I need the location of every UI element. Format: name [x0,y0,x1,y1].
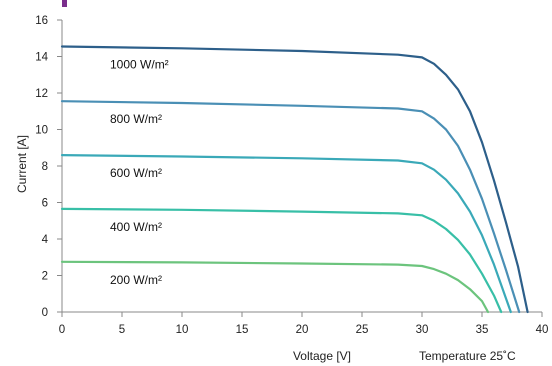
x-tick-label: 5 [119,324,125,336]
y-tick-label: 10 [35,125,48,137]
x-tick-label: 15 [236,324,249,336]
series-group [60,45,529,314]
labels-group: 1000 W/m² 800 W/m² 600 W/m² 400 W/m² 200 W/m… [110,57,169,286]
x-axis-label: Voltage [V] [293,349,351,363]
series-label: 400 W/m² [110,220,162,234]
series-label: 600 W/m² [110,166,162,180]
x-tick-label: 35 [476,324,489,336]
x-tick-label: 0 [59,324,65,336]
x-tick-label: 40 [536,324,549,336]
series-label: 800 W/m² [110,112,162,126]
series-line [60,154,512,314]
series-line [60,207,503,314]
axes: 0 5 10 15 20 25 30 35 40 0 2 4 6 8 10 12 14 16 [35,15,548,336]
x-tick-label: 20 [296,324,309,336]
y-tick-label: 2 [42,271,48,283]
x-tick-label: 10 [176,324,189,336]
y-tick-label: 8 [42,161,48,173]
y-tick-label: 14 [35,52,48,64]
series-label: 200 W/m² [110,273,162,287]
x-tick-label: 25 [356,324,369,336]
series-label: 1000 W/m² [110,57,169,71]
series-line [60,100,521,314]
y-tick-label: 6 [42,198,48,210]
y-tick-label: 4 [42,234,49,246]
y-axis-label: Current [A] [15,135,29,193]
temperature-note: Temperature 25˚C [419,349,516,363]
series-line [60,260,490,314]
y-tick-label: 0 [42,307,48,319]
series-line [60,45,529,314]
purple-corner-mark [62,0,67,7]
x-tick-label: 30 [416,324,429,336]
y-tick-label: 12 [35,88,48,100]
y-tick-label: 16 [35,15,48,27]
